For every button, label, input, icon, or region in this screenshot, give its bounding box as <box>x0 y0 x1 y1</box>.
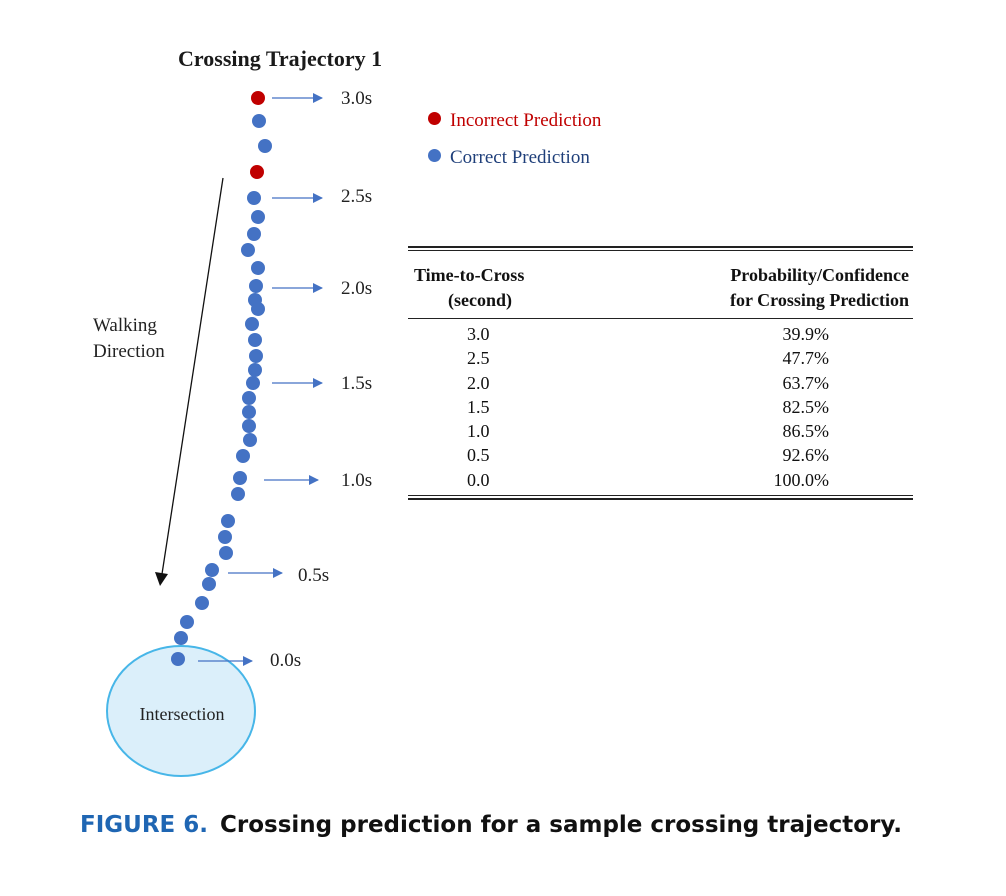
trajectory-point-correct <box>219 546 233 560</box>
trajectory-point-correct <box>218 530 232 544</box>
cell-time: 0.5 <box>467 445 490 466</box>
cell-probability: 39.9% <box>782 324 830 344</box>
cell-time: 1.5 <box>467 396 490 417</box>
trajectory-point-correct <box>171 652 185 666</box>
header-probability: Probability/Confidence for Crossing Pred… <box>584 263 913 313</box>
trajectory-point-correct <box>248 363 262 377</box>
trajectory-point-correct <box>247 227 261 241</box>
walking-direction-label: Walking Direction <box>93 313 165 365</box>
trajectory-point-correct <box>236 449 250 463</box>
trajectory-point-correct <box>174 631 188 645</box>
table-bottom-rule <box>408 495 913 501</box>
cell-probability: 86.5% <box>782 421 830 442</box>
cell-time: 1.0 <box>467 421 490 442</box>
time-label-3-0: 3.0s <box>341 88 373 109</box>
walking-direction-line-1: Walking <box>93 315 157 336</box>
cell-time: 3.0 <box>467 324 490 344</box>
header-time-line-1: Time-to-Cross <box>414 265 525 285</box>
cell-probability: 63.7% <box>782 372 830 393</box>
trajectory-point-correct <box>242 391 256 405</box>
time-label-1-0: 1.0s <box>341 470 373 491</box>
table-row: 1.5 82.5% <box>408 395 913 419</box>
trajectory-point-correct <box>251 302 265 316</box>
header-prob-line-2: for Crossing Prediction <box>730 290 909 310</box>
cell-probability: 100.0% <box>773 469 830 490</box>
time-label-2-0: 2.0s <box>341 278 373 299</box>
table-row: 0.0 100.0% <box>408 468 913 492</box>
trajectory-point-correct <box>231 487 245 501</box>
trajectory-point-correct <box>202 577 216 591</box>
trajectory-points <box>171 91 272 666</box>
table-body: 3.0 39.9% 2.5 47.7% 2.0 63.7% 1.5 82.5% 1.0 8… <box>408 319 913 495</box>
table-row: 2.0 63.7% <box>408 371 913 395</box>
trajectory-point-correct <box>242 419 256 433</box>
table-top-rule <box>408 246 913 251</box>
trajectory-point-correct <box>233 471 247 485</box>
table-header: Time-to-Cross (second) Probability/Confi… <box>408 251 913 319</box>
cell-time: 2.0 <box>467 372 490 393</box>
trajectory-point-correct <box>249 349 263 363</box>
walking-direction-arrow <box>161 177 224 575</box>
trajectory-point-correct <box>245 317 259 331</box>
time-label-2-5: 2.5s <box>341 186 373 207</box>
blue-dot-icon <box>428 149 441 162</box>
table-row: 2.5 47.7% <box>408 346 913 370</box>
walking-direction-arrowhead <box>155 572 168 586</box>
time-label-0-0: 0.0s <box>270 650 302 671</box>
figure-caption: FIGURE 6. Crossing prediction for a sampl… <box>80 812 902 838</box>
header-time-to-cross: Time-to-Cross (second) <box>408 263 584 313</box>
trajectory-point-correct <box>258 139 272 153</box>
table-row: 1.0 86.5% <box>408 419 913 443</box>
trajectory-point-correct <box>248 333 262 347</box>
caption-number: FIGURE 6. <box>80 812 208 838</box>
trajectory-point-correct <box>241 243 255 257</box>
trajectory-point-correct <box>249 279 263 293</box>
figure-title: Crossing Trajectory 1 <box>178 46 383 71</box>
trajectory-point-correct <box>246 376 260 390</box>
time-label-0-5: 0.5s <box>298 565 330 586</box>
legend-incorrect-label: Incorrect Prediction <box>450 110 602 131</box>
caption-text: Crossing prediction for a sample crossin… <box>220 812 903 838</box>
crossing-probability-table: Time-to-Cross (second) Probability/Confi… <box>408 246 913 501</box>
intersection-label: Intersection <box>140 704 225 724</box>
trajectory-point-correct <box>242 405 256 419</box>
intersection-circle <box>106 645 256 777</box>
trajectory-point-incorrect <box>251 91 265 105</box>
trajectory-point-correct <box>195 596 209 610</box>
cell-probability: 82.5% <box>782 396 830 417</box>
trajectory-point-correct <box>205 563 219 577</box>
table-row: 3.0 39.9% <box>408 322 913 346</box>
time-label-1-5: 1.5s <box>341 373 373 394</box>
trajectory-point-correct <box>252 114 266 128</box>
trajectory-point-correct <box>251 210 265 224</box>
trajectory-point-incorrect <box>250 165 264 179</box>
table-row: 0.5 92.6% <box>408 443 913 467</box>
cell-time: 2.5 <box>467 348 490 369</box>
legend-incorrect: Incorrect Prediction <box>428 110 601 132</box>
header-prob-line-1: Probability/Confidence <box>730 265 909 285</box>
cell-probability: 47.7% <box>782 348 830 369</box>
cell-time: 0.0 <box>467 469 490 490</box>
trajectory-point-correct <box>243 433 257 447</box>
trajectory-point-correct <box>221 514 235 528</box>
legend-correct: Correct Prediction <box>428 147 590 169</box>
header-time-line-2: (second) <box>448 290 512 310</box>
time-arrows <box>198 93 323 666</box>
trajectory-point-correct <box>247 191 261 205</box>
trajectory-point-correct <box>180 615 194 629</box>
red-dot-icon <box>428 112 441 125</box>
cell-probability: 92.6% <box>782 445 830 466</box>
legend-correct-label: Correct Prediction <box>450 147 590 168</box>
trajectory-point-correct <box>251 261 265 275</box>
walking-direction-line-2: Direction <box>93 341 165 362</box>
